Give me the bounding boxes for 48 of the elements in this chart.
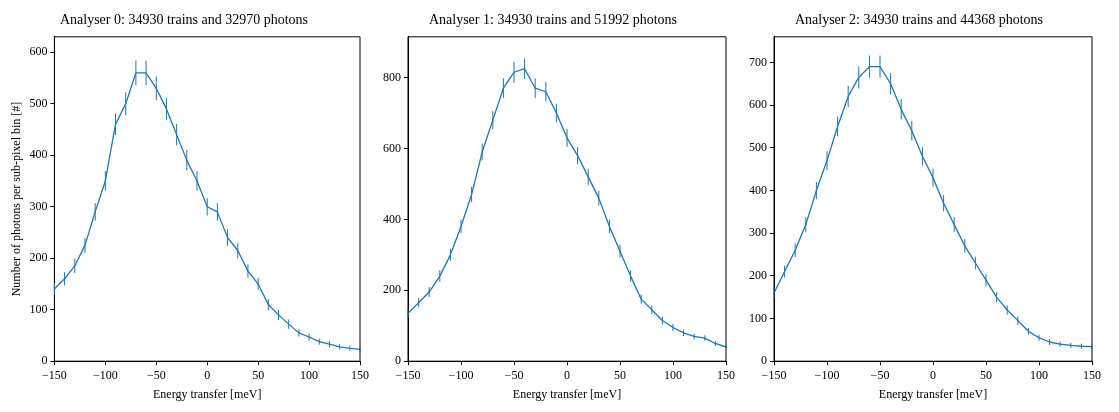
x-axis-title: Energy transfer [meV] (512, 386, 622, 401)
y-tick-label: 0 (761, 353, 767, 368)
y-tick-label: 300 (29, 198, 48, 213)
y-tick-label: 800 (383, 69, 401, 84)
x-axis-title: Energy transfer [meV] (153, 386, 262, 401)
y-tick-label: 700 (749, 54, 767, 69)
x-tick-label: 50 (252, 367, 265, 382)
x-tick-label: −100 (92, 367, 118, 382)
x-tick-label: 0 (564, 367, 570, 382)
x-tick-label: −100 (814, 367, 840, 382)
x-tick-label: 50 (980, 367, 992, 382)
x-tick-label: 150 (351, 367, 369, 382)
x-tick-label: 100 (300, 367, 319, 382)
y-tick-label: 300 (749, 225, 767, 240)
y-tick-label: 200 (29, 250, 48, 265)
y-tick-label: 600 (29, 44, 48, 59)
x-tick-label: 50 (614, 367, 626, 382)
y-axis-title: Number of photons per sub-pixel bin [#] (9, 101, 24, 297)
y-tick-label: 600 (749, 97, 767, 112)
chart-title: Analyser 1: 34930 trains and 51992 photons (428, 12, 678, 28)
x-tick-label: −50 (146, 367, 166, 382)
x-tick-label: −50 (870, 367, 890, 382)
y-tick-label: 100 (29, 301, 48, 316)
y-tick-label: 400 (29, 147, 48, 162)
x-tick-label: 150 (717, 367, 735, 382)
y-tick-label: 400 (383, 211, 401, 226)
y-tick-label: 500 (749, 139, 767, 154)
y-tick-label: 0 (41, 353, 48, 368)
x-tick-label: 100 (1030, 367, 1048, 382)
x-tick-label: −150 (761, 367, 787, 382)
y-tick-label: 600 (383, 140, 401, 155)
x-tick-label: −50 (504, 367, 524, 382)
y-tick-label: 200 (749, 267, 767, 282)
x-tick-label: −150 (42, 367, 67, 382)
chart-title: Analyser 2: 34930 trains and 44368 photons (794, 12, 1044, 28)
y-tick-label: 500 (29, 95, 48, 110)
y-tick-label: 400 (749, 182, 767, 197)
y-tick-label: 200 (383, 282, 401, 297)
x-tick-label: 0 (930, 367, 936, 382)
x-tick-label: −150 (395, 367, 421, 382)
chart-title: Analyser 0: 34930 trains and 32970 photons (59, 12, 309, 28)
x-tick-label: −100 (448, 367, 474, 382)
x-tick-label: 0 (204, 367, 211, 382)
x-axis-title: Energy transfer [meV] (878, 386, 988, 401)
y-tick-label: 100 (749, 310, 767, 325)
y-tick-label: 0 (395, 353, 401, 368)
x-tick-label: 150 (1083, 367, 1101, 382)
x-tick-label: 100 (664, 367, 682, 382)
